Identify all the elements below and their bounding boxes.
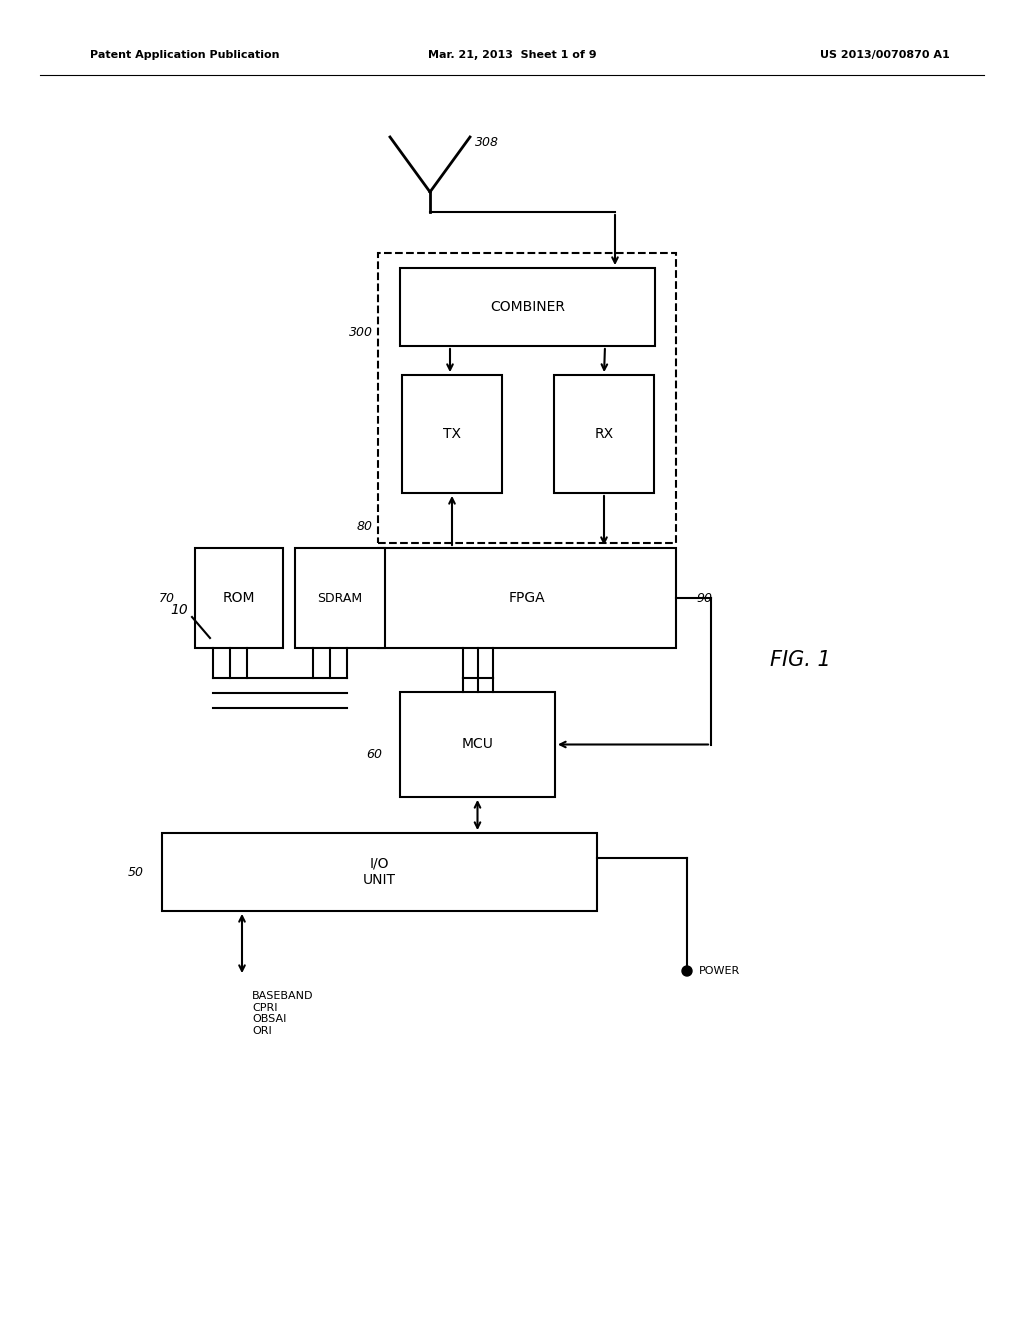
Bar <box>195 548 283 648</box>
Text: TX: TX <box>443 426 461 441</box>
Text: FPGA: FPGA <box>509 591 546 605</box>
Text: COMBINER: COMBINER <box>490 300 565 314</box>
Text: RX: RX <box>595 426 613 441</box>
Text: ROM: ROM <box>223 591 255 605</box>
Bar <box>378 548 676 648</box>
Bar <box>402 375 502 492</box>
Text: I/O
UNIT: I/O UNIT <box>362 857 396 887</box>
Bar <box>295 548 385 648</box>
Text: POWER: POWER <box>699 966 740 975</box>
Text: 300: 300 <box>349 326 373 339</box>
Text: 60: 60 <box>366 748 382 762</box>
Text: BASEBAND
CPRI
OBSAI
ORI: BASEBAND CPRI OBSAI ORI <box>252 991 313 1036</box>
Text: Mar. 21, 2013  Sheet 1 of 9: Mar. 21, 2013 Sheet 1 of 9 <box>428 50 596 59</box>
Circle shape <box>682 966 692 975</box>
Text: 80: 80 <box>357 520 373 532</box>
Text: US 2013/0070870 A1: US 2013/0070870 A1 <box>820 50 950 59</box>
Text: SDRAM: SDRAM <box>317 591 362 605</box>
Bar <box>400 692 555 797</box>
Text: 90: 90 <box>696 591 712 605</box>
Text: 308: 308 <box>475 136 499 149</box>
Bar <box>400 268 655 346</box>
Bar <box>554 375 654 492</box>
Text: 50: 50 <box>128 866 144 879</box>
Text: Patent Application Publication: Patent Application Publication <box>90 50 280 59</box>
Text: FIG. 1: FIG. 1 <box>770 649 830 671</box>
Text: MCU: MCU <box>462 738 494 751</box>
Text: 70: 70 <box>159 591 175 605</box>
Text: 10: 10 <box>170 603 188 616</box>
Bar <box>162 833 597 911</box>
Bar <box>378 253 676 543</box>
